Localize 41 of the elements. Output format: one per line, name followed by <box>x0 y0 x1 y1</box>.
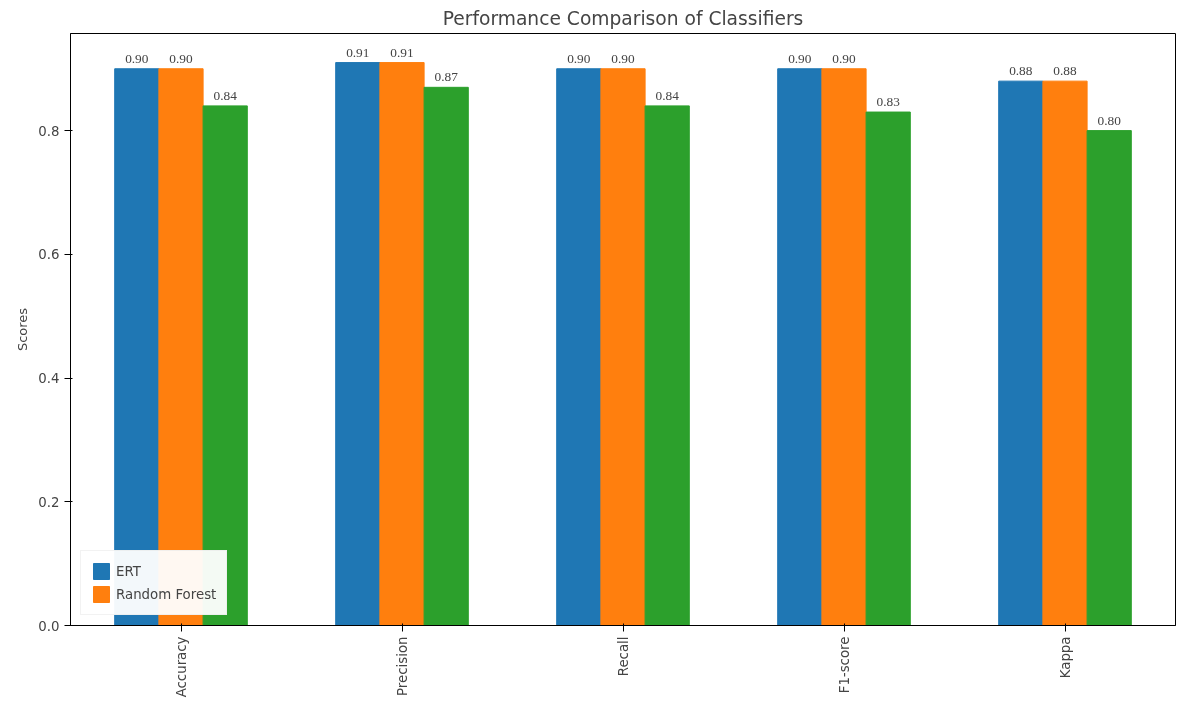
data-label: 0.80 <box>1097 112 1122 128</box>
data-label: 0.90 <box>567 50 591 66</box>
bar <box>1086 130 1132 626</box>
data-label: 0.88 <box>1053 63 1077 79</box>
legend-label: Random Forest <box>116 586 217 602</box>
data-label: 0.90 <box>125 50 149 66</box>
data-label: 0.84 <box>655 87 680 103</box>
chart-title: Performance Comparison of Classifiers <box>442 7 804 29</box>
data-label: 0.83 <box>876 94 901 110</box>
bar <box>998 80 1044 626</box>
bar <box>335 62 381 626</box>
data-label: 0.91 <box>346 44 370 60</box>
data-label: 0.90 <box>169 50 193 66</box>
x-tick-label: Recall <box>615 636 631 677</box>
x-tick-label: Accuracy <box>173 636 189 698</box>
x-tick-label: F1-score <box>836 636 852 694</box>
data-label: 0.90 <box>611 50 635 66</box>
bar <box>1042 80 1088 626</box>
x-tick-label: Precision <box>394 636 410 696</box>
bar <box>556 68 602 626</box>
y-tick-label: 0.8 <box>38 123 60 139</box>
data-label: 0.90 <box>832 50 856 66</box>
bar <box>777 68 823 626</box>
x-tick-label: Kappa <box>1057 636 1073 679</box>
bar <box>379 62 425 626</box>
y-tick-label: 0.4 <box>38 371 60 387</box>
data-label: 0.84 <box>213 87 238 103</box>
bar <box>644 105 690 626</box>
data-label: 0.87 <box>434 69 459 85</box>
bar <box>865 111 911 626</box>
y-axis-title: Scores <box>15 307 31 352</box>
bar <box>423 86 469 626</box>
legend-label: ERT <box>116 563 141 579</box>
data-label: 0.88 <box>1009 63 1033 79</box>
data-label: 0.91 <box>390 44 414 60</box>
data-label: 0.90 <box>788 50 812 66</box>
bar <box>600 68 646 626</box>
y-tick-label: 0.6 <box>38 247 60 263</box>
bar <box>821 68 867 626</box>
y-tick-label: 0.2 <box>38 494 60 510</box>
y-tick-label: 0.0 <box>38 618 60 634</box>
